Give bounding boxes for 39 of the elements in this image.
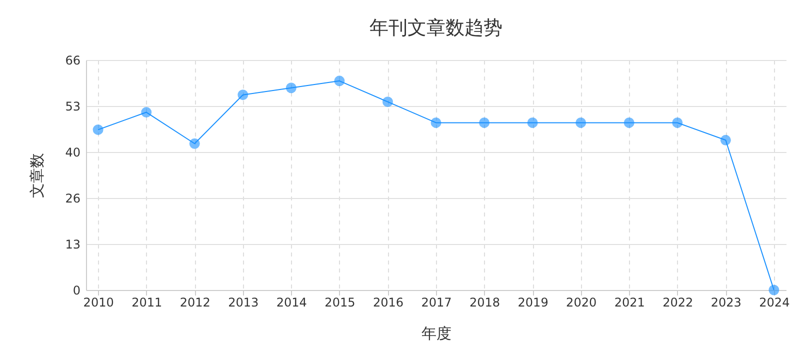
y-tick-label: 40 — [65, 146, 80, 160]
x-tick-label: 2024 — [759, 296, 790, 310]
x-tick-label: 2011 — [132, 296, 162, 310]
x-tick-label: 2015 — [324, 296, 356, 310]
point — [479, 117, 490, 128]
x-axis-title: 年度 — [422, 324, 452, 342]
x-tick-label: 2013 — [228, 296, 259, 310]
y-tick-label: 13 — [65, 238, 80, 252]
y-tick-label: 53 — [65, 100, 80, 114]
point — [141, 107, 152, 118]
chart-title: 年刊文章数趋势 — [370, 17, 502, 39]
y-tick-label: 66 — [65, 54, 80, 68]
x-tick-label: 2022 — [662, 296, 694, 310]
x-tick-label: 2012 — [180, 296, 210, 310]
x-tick-label: 2018 — [470, 296, 500, 310]
x-tick-label: 2016 — [372, 296, 404, 310]
point — [286, 82, 296, 94]
x-tick-label: 2010 — [83, 296, 114, 310]
point — [92, 124, 104, 135]
point — [624, 117, 634, 128]
point — [334, 76, 345, 86]
point — [768, 284, 780, 296]
point — [238, 90, 248, 100]
point — [189, 138, 200, 149]
point — [720, 134, 731, 146]
x-tick-label: 2014 — [276, 296, 307, 310]
y-tick-label: 0 — [72, 284, 80, 298]
y-axis-title: 文章数 — [28, 153, 46, 198]
point — [430, 117, 442, 128]
x-tick-label: 2017 — [421, 296, 452, 310]
point — [527, 117, 538, 128]
point — [382, 96, 393, 108]
point — [672, 117, 683, 128]
x-tick-label: 2023 — [710, 296, 742, 310]
x-tick-label: 2019 — [518, 296, 548, 310]
x-tick-label: 2020 — [566, 296, 597, 310]
point — [576, 117, 586, 128]
y-tick-label: 26 — [65, 192, 80, 206]
x-tick-label: 2021 — [614, 296, 645, 310]
